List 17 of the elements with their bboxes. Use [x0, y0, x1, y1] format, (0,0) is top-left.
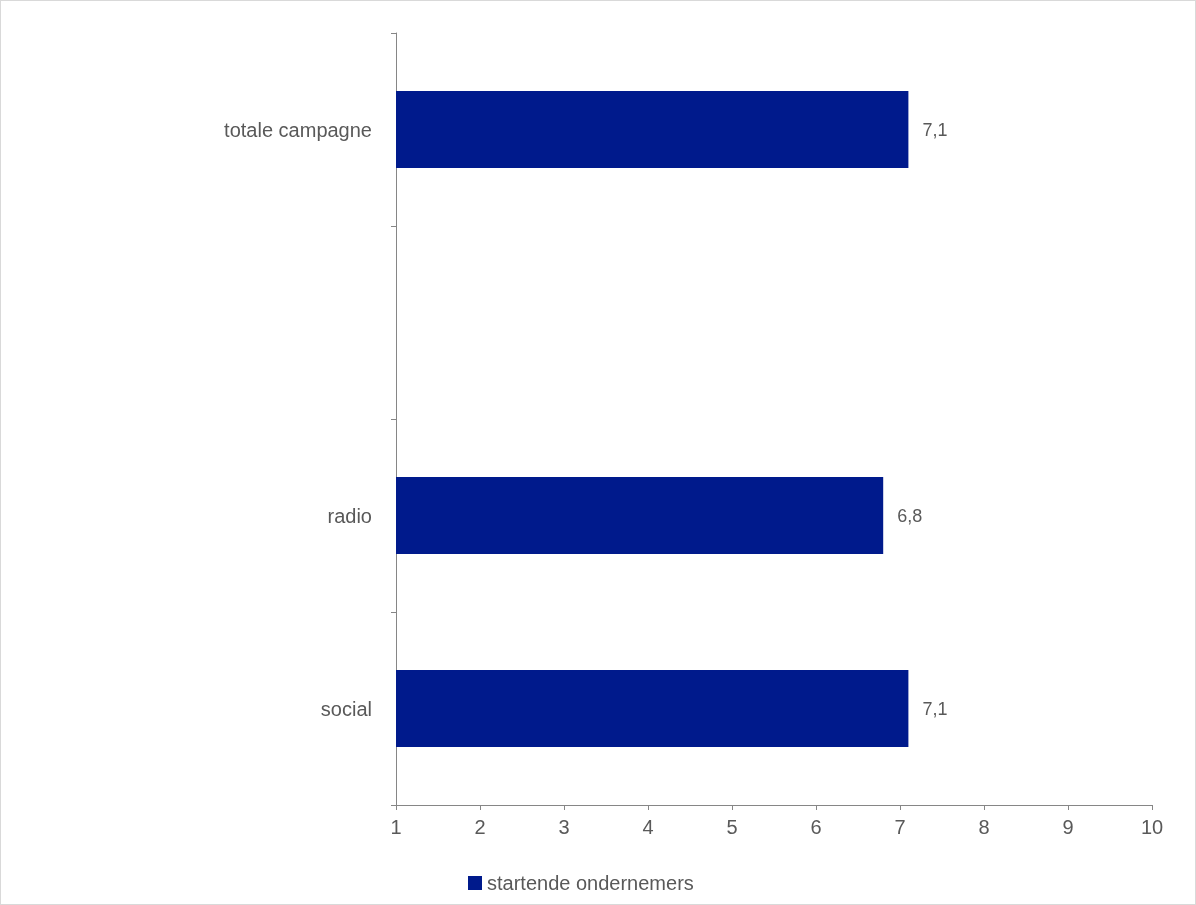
x-tick-label: 9 — [1062, 816, 1074, 838]
y-tick-label: totale campagne — [224, 118, 372, 141]
legend-label: startende ondernemers — [487, 872, 694, 894]
data-label: 7,1 — [922, 698, 948, 719]
x-tick-label: 7 — [894, 816, 906, 838]
data-label: 7,1 — [922, 119, 948, 140]
x-tick-label: 2 — [474, 816, 486, 838]
x-tick-label: 6 — [810, 816, 822, 838]
x-tick-label: 10 — [1140, 816, 1164, 838]
x-tick-label: 8 — [978, 816, 990, 838]
x-tick-label: 5 — [726, 816, 738, 838]
y-tick-label: social — [320, 697, 372, 720]
x-tick-label: 3 — [558, 816, 570, 838]
data-label: 6,8 — [897, 505, 923, 526]
x-tick-label: 4 — [642, 816, 654, 838]
x-tick-label: 1 — [390, 816, 402, 838]
y-tick-label: radio — [327, 504, 372, 527]
